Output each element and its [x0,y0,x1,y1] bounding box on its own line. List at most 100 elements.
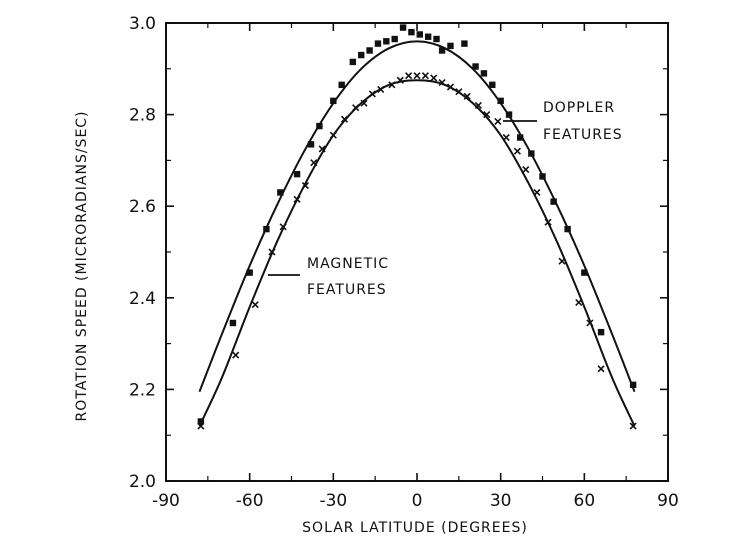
doppler-data-point [366,47,373,54]
doppler-data-point [497,97,504,105]
doppler-data-point [438,47,446,54]
doppler-data-point [229,319,237,327]
magnetic-data-point [455,88,463,96]
doppler-data-point [338,81,345,89]
magnetic-data-point [430,74,438,82]
y-axis-ticks: 2.0 2.2 2.4 2.6 2.8 3.0 [129,14,668,492]
doppler-data-point [197,418,205,425]
doppler-label-line-1: DOPPLER [543,100,615,116]
magnetic-data-point [446,83,455,91]
magnetic-label-line-2: FEATURES [307,282,387,298]
doppler-data-point [516,134,524,141]
doppler-data-point [374,40,382,47]
doppler-data-point [263,225,270,233]
magnetic-annotation: MAGNETIC FEATURES [268,256,389,298]
magnetic-data-point [483,111,491,119]
magnetic-data-point [629,422,637,430]
magnetic-data-point [413,72,421,80]
magnetic-data-point [268,248,276,256]
doppler-data-point [505,111,513,118]
doppler-data-point [383,38,390,45]
y-tick-label: 2.6 [129,197,156,217]
magnetic-data-point [301,182,310,190]
doppler-data-point [550,198,557,205]
doppler-data-point [316,122,323,130]
y-tick-label: 3.0 [129,14,156,34]
magnetic-data-point [396,76,404,84]
doppler-data-point [424,33,432,40]
magnetic-data-point [251,301,259,309]
magnetic-data-point [368,90,376,98]
doppler-data-point [349,58,357,66]
doppler-data-point [433,35,440,43]
magnetic-data-point [421,72,429,80]
doppler-data-point [629,381,637,389]
doppler-data-point [408,28,415,36]
doppler-label-line-2: FEATURES [543,127,623,143]
magnetic-data-point [474,101,482,110]
x-tick-label: 0 [412,491,423,511]
doppler-data-point [489,81,496,89]
magnetic-data-point [360,99,368,107]
x-axis-label: SOLAR LATITUDE (DEGREES) [302,520,528,536]
magnetic-data-point [405,72,413,80]
doppler-data-point [277,189,284,196]
doppler-data-point [461,40,468,47]
magnetic-data-point [377,85,385,93]
magnetic-data-point [544,218,552,226]
x-axis-ticks: -90 -60 -30 0 30 60 90 [152,23,679,511]
y-tick-label: 2.2 [129,380,156,400]
magnetic-data-point [310,159,318,167]
doppler-data-point [307,141,315,148]
magnetic-data-point [463,92,471,100]
magnetic-data-point [494,117,502,126]
magnetic-fit-curve [198,79,636,427]
magnetic-data-point [340,115,349,123]
magnetic-data-point [279,223,287,231]
doppler-data-point [480,70,488,77]
doppler-data-point [539,173,546,180]
y-tick-label: 2.8 [129,106,156,126]
x-tick-label: -60 [236,491,264,511]
doppler-data-point [330,97,337,105]
magnetic-data-point [533,188,541,197]
magnetic-data-point [388,81,396,89]
doppler-data-point [358,51,365,59]
x-tick-label: 90 [657,491,679,511]
doppler-data-point [528,150,535,157]
magnetic-data-point [293,195,301,203]
magnetic-data-point [513,147,521,155]
doppler-data-point [416,31,423,38]
magnetic-data-point [522,165,530,174]
doppler-data-point [399,24,407,31]
doppler-data-point [472,63,479,70]
magnetic-data-point [502,133,510,142]
y-tick-label: 2.4 [129,289,156,309]
magnetic-data-point [586,319,594,327]
magnetic-data-point [438,78,446,87]
magnetic-data-point [329,131,337,139]
doppler-data-point [447,42,454,50]
magnetic-data-point [318,145,326,153]
doppler-annotation: DOPPLER FEATURES [503,100,623,143]
y-axis-label: ROTATION SPEED (MICRORADIANS/SEC) [74,110,90,421]
doppler-data-point [564,225,571,233]
doppler-data-point [597,328,605,336]
magnetic-data-point [352,104,360,112]
x-tick-label: -90 [152,491,180,511]
data-markers [197,24,637,430]
doppler-data-point [293,170,301,178]
magnetic-data-point [575,298,583,306]
magnetic-data-point [597,365,605,373]
x-tick-label: 60 [574,491,596,511]
magnetic-data-point [558,257,566,265]
magnetic-label-line-1: MAGNETIC [307,256,389,272]
y-tick-label: 2.0 [129,472,156,492]
x-tick-label: 30 [490,491,512,511]
magnetic-data-point [232,351,240,359]
doppler-data-point [581,269,588,276]
doppler-data-point [391,35,398,43]
x-tick-label: -30 [319,491,347,511]
